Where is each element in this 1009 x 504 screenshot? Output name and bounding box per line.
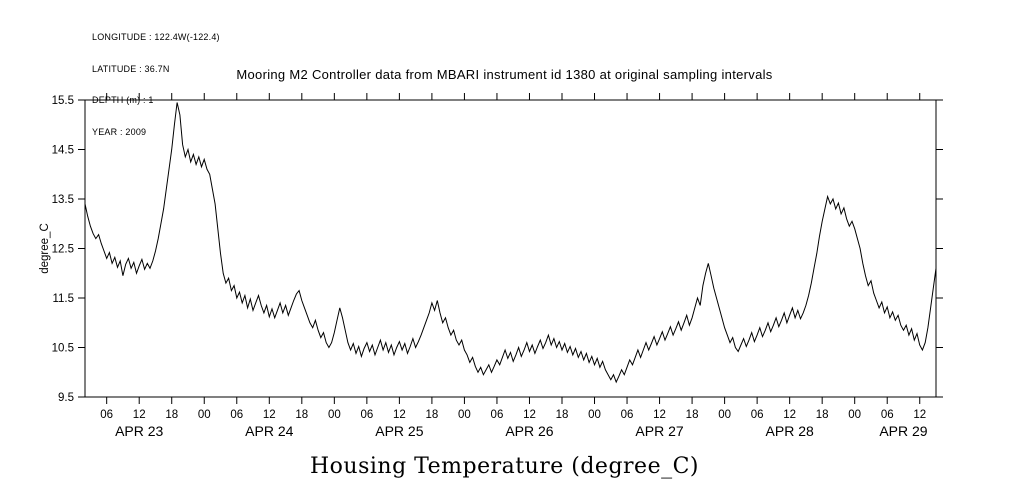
x-tick-label: 00 [458, 409, 471, 421]
chart-title: Mooring M2 Controller data from MBARI in… [236, 67, 773, 82]
x-tick-label: 18 [165, 409, 178, 421]
x-tick-label: 06 [360, 409, 373, 421]
x-day-label: APR 26 [505, 423, 553, 439]
x-tick-label: 12 [783, 409, 796, 421]
x-tick-label: 18 [686, 409, 699, 421]
x-tick-label: 06 [491, 409, 504, 421]
x-tick-label: 18 [426, 409, 439, 421]
metadata-year: YEAR : 2009 [92, 126, 147, 137]
x-tick-label: 12 [393, 409, 406, 421]
x-day-label: APR 28 [766, 423, 814, 439]
x-tick-label: 12 [263, 409, 276, 421]
x-tick-label: 00 [718, 409, 731, 421]
y-tick-label: 9.5 [58, 392, 74, 404]
x-tick-label: 00 [588, 409, 601, 421]
y-tick-label: 10.5 [52, 343, 74, 355]
x-tick-label: 12 [133, 409, 146, 421]
x-tick-label: 12 [913, 409, 926, 421]
x-day-label: APR 27 [635, 423, 683, 439]
x-tick-label: 00 [848, 409, 861, 421]
x-axis-title: Housing Temperature (degree_C) [309, 454, 700, 479]
x-tick-label: 06 [621, 409, 634, 421]
y-tick-label: 15.5 [52, 95, 74, 107]
x-day-label: APR 25 [375, 423, 423, 439]
x-tick-label: 00 [198, 409, 211, 421]
y-tick-label: 14.5 [52, 145, 74, 157]
x-tick-label: 18 [556, 409, 569, 421]
x-day-label: APR 29 [879, 423, 927, 439]
x-tick-label: 06 [881, 409, 894, 421]
temperature-line [84, 102, 937, 384]
y-tick-label: 12.5 [52, 244, 74, 256]
x-tick-label: 06 [230, 409, 243, 421]
y-tick-label: 11.5 [52, 293, 74, 305]
x-tick-label: 06 [751, 409, 764, 421]
x-tick-label: 18 [816, 409, 829, 421]
metadata-longitude: LONGITUDE : 122.4W(-122.4) [92, 32, 220, 42]
x-tick-label: 18 [295, 409, 308, 421]
x-day-label: APR 23 [115, 423, 163, 439]
x-tick-label: 00 [328, 409, 341, 421]
x-day-label: APR 24 [245, 423, 293, 439]
x-tick-label: 06 [100, 409, 113, 421]
x-tick-label: 12 [653, 409, 666, 421]
y-tick-label: 13.5 [52, 194, 74, 206]
y-axis-label: degree_C [39, 223, 51, 274]
metadata-latitude: LATITUDE : 36.7N [92, 63, 170, 74]
x-tick-label: 12 [523, 409, 536, 421]
